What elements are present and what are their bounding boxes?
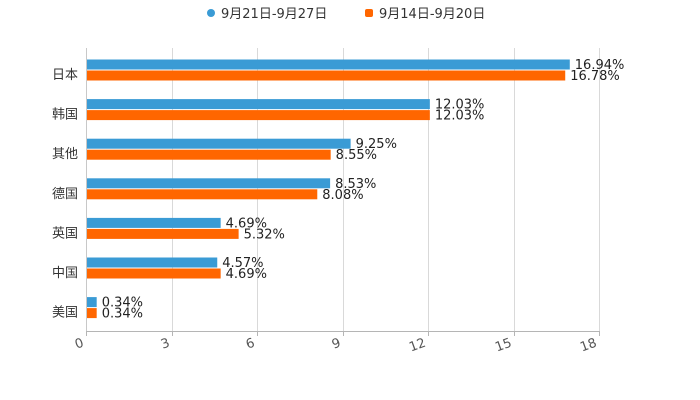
bar-previous-week[interactable] [87, 149, 331, 160]
data-label: 16.94% [575, 58, 625, 73]
data-label: 8.53% [335, 177, 376, 192]
bar-previous-week[interactable] [87, 268, 221, 279]
data-label: 12.03% [435, 109, 485, 124]
category-label: 日本 [52, 68, 78, 83]
bar-previous-week[interactable] [87, 70, 566, 81]
bar-previous-week[interactable] [87, 228, 239, 239]
bar-previous-week[interactable] [87, 308, 97, 319]
category-label: 美国 [52, 306, 78, 321]
x-tick-label: 0 [73, 336, 86, 353]
bar-current-week[interactable] [87, 138, 351, 149]
legend-label[interactable]: 9月21日-9月27日 [221, 7, 327, 22]
data-label: 8.08% [322, 188, 363, 203]
data-label: 9.25% [356, 137, 397, 152]
legend-marker-current-week [207, 9, 215, 17]
bar-current-week[interactable] [87, 217, 221, 228]
bar-current-week[interactable] [87, 59, 570, 70]
data-label: 12.03% [435, 98, 485, 113]
x-tick-label: 12 [407, 336, 428, 356]
x-tick-label: 3 [159, 336, 172, 353]
bar-current-week[interactable] [87, 178, 331, 189]
category-label: 德国 [52, 187, 78, 202]
data-label: 0.34% [102, 307, 143, 322]
x-tick-label: 18 [578, 336, 599, 356]
bar-previous-week[interactable] [87, 189, 318, 200]
data-label: 4.69% [226, 216, 267, 231]
data-label: 4.69% [226, 267, 267, 282]
data-label: 16.78% [570, 69, 620, 84]
bar-current-week[interactable] [87, 99, 430, 110]
category-label: 韩国 [52, 108, 78, 123]
bar-previous-week[interactable] [87, 110, 430, 121]
bar-current-week[interactable] [87, 257, 218, 268]
category-label: 中国 [52, 266, 78, 281]
data-label: 8.55% [336, 148, 377, 163]
x-tick-label: 6 [244, 336, 257, 353]
legend-label[interactable]: 9月14日-9月20日 [379, 7, 485, 22]
data-label: 5.32% [244, 227, 285, 242]
category-label: 英国 [52, 226, 78, 241]
category-label: 其他 [52, 147, 78, 162]
data-label: 4.57% [222, 256, 263, 271]
bar-current-week[interactable] [87, 297, 97, 308]
data-label: 0.34% [102, 296, 143, 311]
legend-marker-previous-week [365, 9, 373, 17]
x-tick-label: 15 [493, 336, 514, 356]
x-tick-label: 9 [330, 336, 343, 353]
